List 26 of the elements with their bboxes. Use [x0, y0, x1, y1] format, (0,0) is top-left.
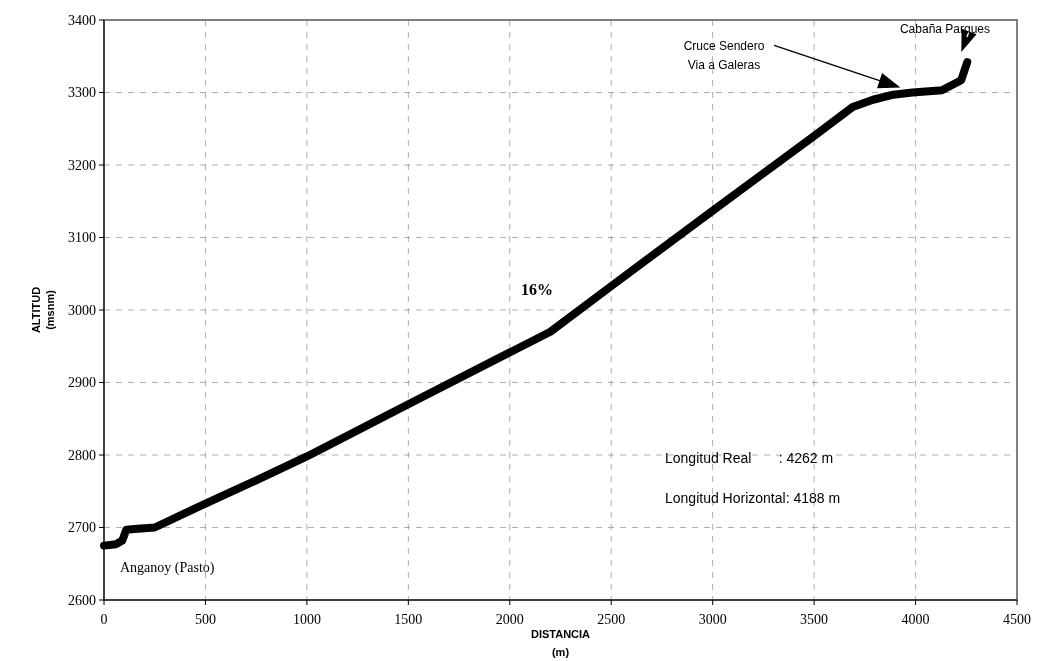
- x-axis-title: DISTANCIA (m): [530, 628, 591, 658]
- annotation: Anganoy (Pasto): [120, 559, 215, 576]
- y-tick-label: 3200: [68, 157, 96, 173]
- annotation: Longitud Horizontal: 4188 m: [665, 490, 841, 506]
- x-tick-label: 2500: [597, 612, 626, 627]
- x-tick-label: 0: [100, 612, 108, 627]
- y-tick-label: 2600: [68, 592, 96, 608]
- x-tick-label: 500: [194, 612, 216, 627]
- y-axis-title: ALTITUD (msnm): [30, 286, 56, 334]
- y-tick-label: 2800: [68, 447, 96, 463]
- y-tick-label: 3300: [68, 85, 96, 101]
- annotation: Longitud Real : 4262 m: [665, 450, 834, 466]
- annotation: 16%: [521, 281, 553, 298]
- x-tick-label: 4000: [901, 612, 930, 627]
- x-tick-label: 3500: [800, 612, 829, 627]
- x-tick-label: 3000: [698, 612, 727, 627]
- x-tick-label: 1000: [292, 612, 321, 627]
- y-tick-label: 2700: [68, 520, 96, 536]
- x-tick-label: 2000: [495, 612, 524, 627]
- x-tick-label: 1500: [394, 612, 423, 627]
- x-tick-label: 4500: [1003, 612, 1031, 627]
- y-tick-label: 3000: [68, 302, 96, 318]
- y-tick-label: 3400: [68, 12, 96, 28]
- annotation: Cruce Sendero Via a Galeras: [683, 39, 765, 72]
- y-tick-label: 3100: [68, 230, 96, 246]
- y-tick-label: 2900: [68, 375, 96, 391]
